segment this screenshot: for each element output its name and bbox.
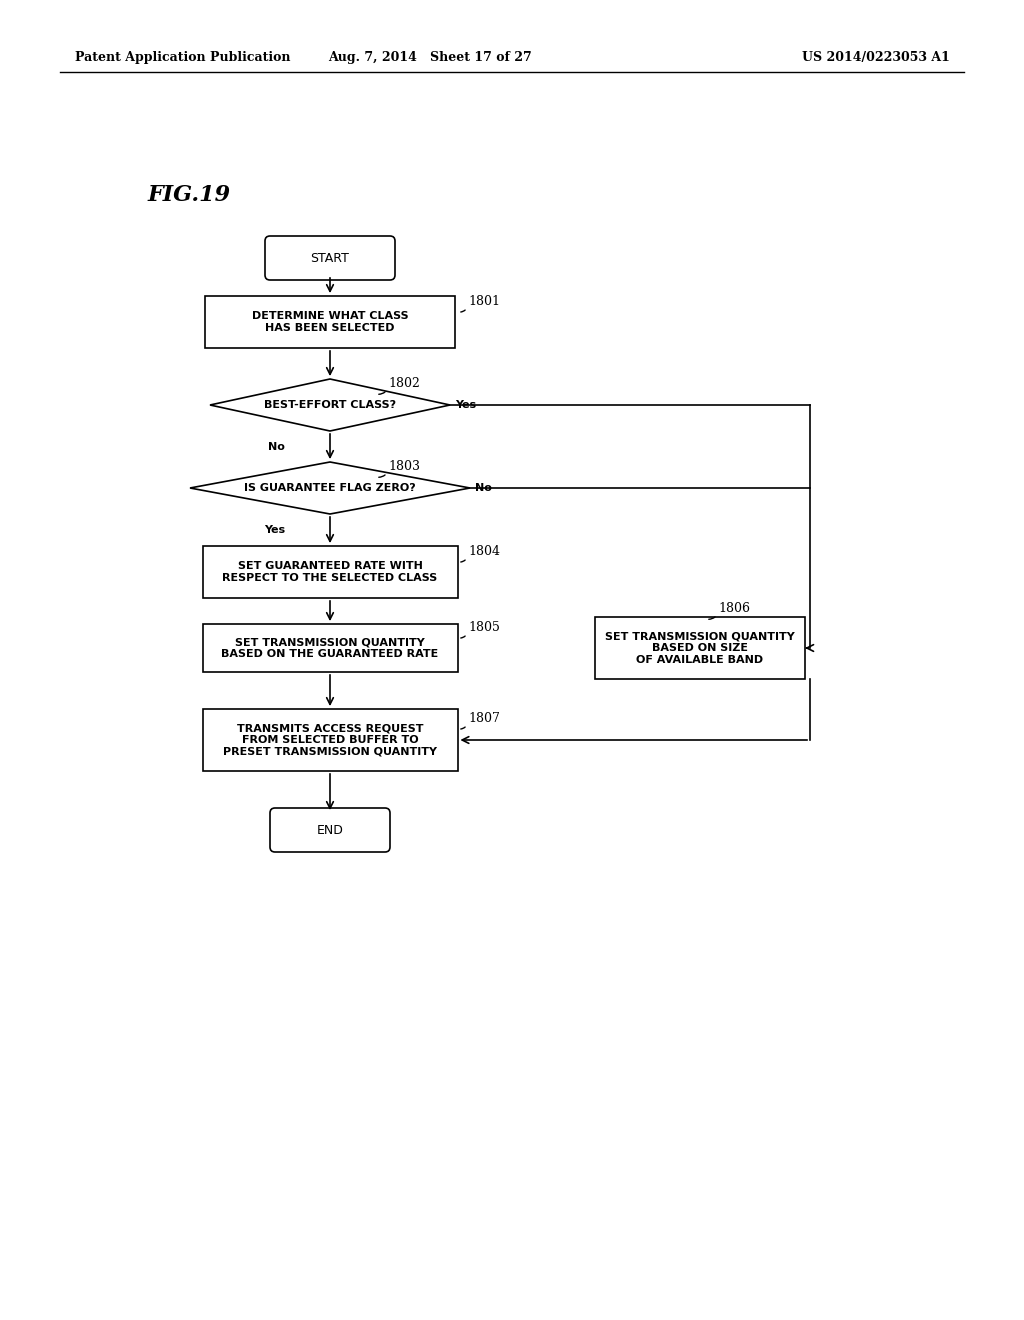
Text: START: START [310,252,349,264]
Text: Yes: Yes [455,400,476,411]
Text: 1806: 1806 [718,602,750,615]
Text: 1803: 1803 [388,459,420,473]
Text: Aug. 7, 2014   Sheet 17 of 27: Aug. 7, 2014 Sheet 17 of 27 [328,50,531,63]
Text: No: No [475,483,492,492]
Text: SET GUARANTEED RATE WITH
RESPECT TO THE SELECTED CLASS: SET GUARANTEED RATE WITH RESPECT TO THE … [222,561,437,583]
Text: TRANSMITS ACCESS REQUEST
FROM SELECTED BUFFER TO
PRESET TRANSMISSION QUANTITY: TRANSMITS ACCESS REQUEST FROM SELECTED B… [223,723,437,756]
Text: END: END [316,824,343,837]
Text: US 2014/0223053 A1: US 2014/0223053 A1 [802,50,950,63]
Polygon shape [210,379,450,432]
Bar [203,624,458,672]
FancyBboxPatch shape [265,236,395,280]
Text: DETERMINE WHAT CLASS
HAS BEEN SELECTED: DETERMINE WHAT CLASS HAS BEEN SELECTED [252,312,409,333]
Text: FIG.19: FIG.19 [148,183,231,206]
Text: IS GUARANTEE FLAG ZERO?: IS GUARANTEE FLAG ZERO? [244,483,416,492]
Polygon shape [190,462,470,513]
FancyBboxPatch shape [270,808,390,851]
Bar [203,709,458,771]
Text: No: No [268,441,285,451]
Text: 1805: 1805 [468,620,500,634]
Text: 1801: 1801 [468,294,500,308]
Text: Patent Application Publication: Patent Application Publication [75,50,291,63]
Bar [203,546,458,598]
Text: BEST-EFFORT CLASS?: BEST-EFFORT CLASS? [264,400,396,411]
Text: Yes: Yes [264,525,285,535]
Text: SET TRANSMISSION QUANTITY
BASED ON SIZE
OF AVAILABLE BAND: SET TRANSMISSION QUANTITY BASED ON SIZE … [605,631,795,664]
Bar [205,296,455,348]
Bar [595,616,805,678]
Text: 1807: 1807 [468,711,500,725]
Text: SET TRANSMISSION QUANTITY
BASED ON THE GUARANTEED RATE: SET TRANSMISSION QUANTITY BASED ON THE G… [221,638,438,659]
Text: 1804: 1804 [468,545,500,558]
Text: 1802: 1802 [388,378,420,389]
